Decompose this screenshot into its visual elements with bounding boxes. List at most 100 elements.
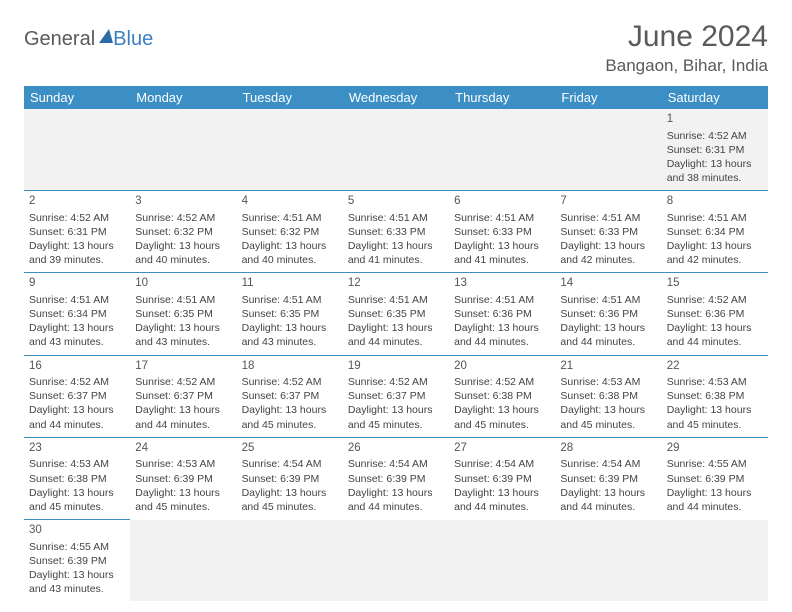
calendar-day-cell: 11Sunrise: 4:51 AMSunset: 6:35 PMDayligh… [237,273,343,355]
day-number: 27 [454,441,550,457]
daylight-text: Daylight: 13 hours and 38 minutes. [667,157,763,185]
daylight-text: Daylight: 13 hours and 44 minutes. [135,403,231,431]
sunrise-text: Sunrise: 4:51 AM [454,293,550,307]
daylight-text: Daylight: 13 hours and 44 minutes. [454,321,550,349]
sunrise-text: Sunrise: 4:54 AM [560,457,656,471]
calendar-day-cell: 24Sunrise: 4:53 AMSunset: 6:39 PMDayligh… [130,437,236,519]
daylight-text: Daylight: 13 hours and 45 minutes. [135,486,231,514]
calendar-day-cell: 23Sunrise: 4:53 AMSunset: 6:38 PMDayligh… [24,437,130,519]
sunset-text: Sunset: 6:33 PM [560,225,656,239]
calendar-day-cell [555,109,661,191]
daylight-text: Daylight: 13 hours and 43 minutes. [135,321,231,349]
sunrise-text: Sunrise: 4:52 AM [454,375,550,389]
sunrise-text: Sunrise: 4:51 AM [242,293,338,307]
daylight-text: Daylight: 13 hours and 44 minutes. [560,321,656,349]
calendar-day-cell [130,520,236,602]
sunrise-text: Sunrise: 4:52 AM [348,375,444,389]
calendar-day-cell: 7Sunrise: 4:51 AMSunset: 6:33 PMDaylight… [555,191,661,273]
day-number: 12 [348,276,444,292]
day-number: 30 [29,523,125,539]
daylight-text: Daylight: 13 hours and 43 minutes. [29,568,125,596]
month-title: June 2024 [605,20,768,54]
day-number: 21 [560,359,656,375]
calendar-day-cell: 16Sunrise: 4:52 AMSunset: 6:37 PMDayligh… [24,355,130,437]
day-number: 18 [242,359,338,375]
calendar-day-cell: 2Sunrise: 4:52 AMSunset: 6:31 PMDaylight… [24,191,130,273]
sunrise-text: Sunrise: 4:52 AM [135,211,231,225]
daylight-text: Daylight: 13 hours and 44 minutes. [667,321,763,349]
daylight-text: Daylight: 13 hours and 44 minutes. [560,486,656,514]
daylight-text: Daylight: 13 hours and 45 minutes. [242,403,338,431]
day-number: 24 [135,441,231,457]
daylight-text: Daylight: 13 hours and 40 minutes. [135,239,231,267]
daylight-text: Daylight: 13 hours and 45 minutes. [667,403,763,431]
sunrise-text: Sunrise: 4:53 AM [135,457,231,471]
day-number: 13 [454,276,550,292]
sunrise-text: Sunrise: 4:55 AM [667,457,763,471]
day-number: 14 [560,276,656,292]
daylight-text: Daylight: 13 hours and 39 minutes. [29,239,125,267]
daylight-text: Daylight: 13 hours and 41 minutes. [348,239,444,267]
calendar-day-cell [24,109,130,191]
calendar-day-cell: 22Sunrise: 4:53 AMSunset: 6:38 PMDayligh… [662,355,768,437]
daylight-text: Daylight: 13 hours and 44 minutes. [348,486,444,514]
sunrise-text: Sunrise: 4:52 AM [135,375,231,389]
logo-sail-icon [99,29,113,43]
daylight-text: Daylight: 13 hours and 42 minutes. [667,239,763,267]
logo-text-2: Blue [113,28,153,51]
calendar-day-cell: 21Sunrise: 4:53 AMSunset: 6:38 PMDayligh… [555,355,661,437]
weekday-header: Saturday [662,86,768,109]
sunrise-text: Sunrise: 4:55 AM [29,540,125,554]
calendar-day-cell: 18Sunrise: 4:52 AMSunset: 6:37 PMDayligh… [237,355,343,437]
sunrise-text: Sunrise: 4:54 AM [242,457,338,471]
daylight-text: Daylight: 13 hours and 44 minutes. [454,486,550,514]
calendar-day-cell [555,520,661,602]
sunset-text: Sunset: 6:36 PM [560,307,656,321]
sunrise-text: Sunrise: 4:52 AM [667,293,763,307]
day-number: 4 [242,194,338,210]
logo-text-1: General [24,28,95,51]
daylight-text: Daylight: 13 hours and 45 minutes. [454,403,550,431]
calendar-day-cell: 10Sunrise: 4:51 AMSunset: 6:35 PMDayligh… [130,273,236,355]
sunset-text: Sunset: 6:31 PM [29,225,125,239]
calendar-day-cell: 12Sunrise: 4:51 AMSunset: 6:35 PMDayligh… [343,273,449,355]
weekday-header: Friday [555,86,661,109]
sunset-text: Sunset: 6:37 PM [29,389,125,403]
day-number: 22 [667,359,763,375]
weekday-header: Thursday [449,86,555,109]
calendar-day-cell [449,109,555,191]
daylight-text: Daylight: 13 hours and 45 minutes. [560,403,656,431]
sunset-text: Sunset: 6:33 PM [454,225,550,239]
day-number: 25 [242,441,338,457]
calendar-day-cell [237,109,343,191]
daylight-text: Daylight: 13 hours and 40 minutes. [242,239,338,267]
day-number: 16 [29,359,125,375]
sunrise-text: Sunrise: 4:51 AM [29,293,125,307]
header: General Blue June 2024 Bangaon, Bihar, I… [24,20,768,76]
calendar-day-cell: 13Sunrise: 4:51 AMSunset: 6:36 PMDayligh… [449,273,555,355]
day-number: 7 [560,194,656,210]
sunset-text: Sunset: 6:38 PM [454,389,550,403]
sunset-text: Sunset: 6:33 PM [348,225,444,239]
logo: General Blue [24,20,153,51]
daylight-text: Daylight: 13 hours and 42 minutes. [560,239,656,267]
sunrise-text: Sunrise: 4:54 AM [454,457,550,471]
sunset-text: Sunset: 6:35 PM [348,307,444,321]
calendar-day-cell [343,109,449,191]
calendar-day-cell: 29Sunrise: 4:55 AMSunset: 6:39 PMDayligh… [662,437,768,519]
calendar-day-cell: 25Sunrise: 4:54 AMSunset: 6:39 PMDayligh… [237,437,343,519]
daylight-text: Daylight: 13 hours and 44 minutes. [29,403,125,431]
day-number: 8 [667,194,763,210]
sunrise-text: Sunrise: 4:52 AM [242,375,338,389]
sunset-text: Sunset: 6:37 PM [135,389,231,403]
calendar-day-cell: 30Sunrise: 4:55 AMSunset: 6:39 PMDayligh… [24,520,130,602]
sunrise-text: Sunrise: 4:52 AM [667,129,763,143]
calendar-week-row: 16Sunrise: 4:52 AMSunset: 6:37 PMDayligh… [24,355,768,437]
calendar-table: Sunday Monday Tuesday Wednesday Thursday… [24,86,768,601]
calendar-day-cell [237,520,343,602]
calendar-day-cell [662,520,768,602]
daylight-text: Daylight: 13 hours and 44 minutes. [348,321,444,349]
sunset-text: Sunset: 6:39 PM [242,472,338,486]
calendar-day-cell: 17Sunrise: 4:52 AMSunset: 6:37 PMDayligh… [130,355,236,437]
day-number: 19 [348,359,444,375]
